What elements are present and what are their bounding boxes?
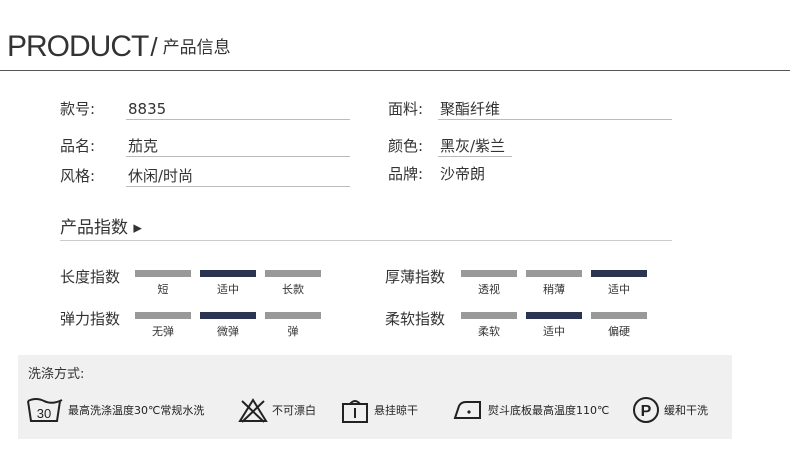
field-value: 聚酯纤维 (438, 99, 672, 120)
metric-bar (591, 312, 647, 319)
brand-slash: / (150, 32, 157, 62)
care-text: 缓和干洗 (664, 404, 708, 417)
field-value: 茄克 (126, 136, 350, 157)
field-color: 颜色: 黑灰/紫兰 (388, 136, 672, 157)
metric-option: 长款 (265, 270, 321, 296)
field-style-number: 款号: 8835 (60, 99, 350, 120)
care-text: 熨斗底板最高温度110℃ (488, 404, 610, 417)
metric-option-label: 偏硬 (608, 325, 630, 338)
divider (60, 240, 672, 241)
iron-110-icon (452, 398, 484, 422)
metric-option: 柔软 (461, 312, 517, 338)
metric-bar (135, 312, 191, 319)
metric-option-label: 无弹 (152, 325, 174, 338)
metric-bar (135, 270, 191, 277)
care-item-iron: 熨斗底板最高温度110℃ (452, 395, 609, 425)
field-label: 风格: (60, 167, 96, 185)
hang-dry-icon (340, 396, 370, 424)
metric-option: 短 (135, 270, 191, 296)
metric-option-label: 适中 (217, 283, 239, 296)
metric-option: 弹 (265, 312, 321, 338)
metric-option: 无弹 (135, 312, 191, 338)
metric-bar (461, 270, 517, 277)
header: PRODUCT/ 产品信息 (0, 0, 790, 71)
care-text: 不可漂白 (272, 404, 316, 417)
metric-name: 厚薄指数 (385, 268, 446, 286)
dry-clean-p-icon: P (632, 396, 660, 424)
metric-option: 稍薄 (526, 270, 582, 296)
field-product-name: 品名: 茄克 (60, 136, 350, 157)
metric-name: 柔软指数 (385, 310, 446, 328)
metric-name: 弹力指数 (60, 310, 121, 328)
metric-bar (265, 312, 321, 319)
care-item-dryclean: P 缓和干洗 (632, 395, 708, 425)
metric-bar (265, 270, 321, 277)
page-title: PRODUCT/ 产品信息 (7, 30, 231, 65)
dry-clean-letter: P (641, 403, 652, 420)
care-item-wash: 30 最高洗涤温度30℃常规水洗 (26, 395, 204, 425)
metric-option: 透视 (461, 270, 517, 296)
brand-subtitle: 产品信息 (162, 38, 231, 57)
metric-name: 长度指数 (60, 268, 121, 286)
metric-bar (200, 270, 256, 277)
field-label: 款号: (60, 100, 96, 118)
metric-option-label: 短 (157, 283, 169, 296)
field-value: 8835 (126, 99, 350, 120)
field-value: 黑灰/紫兰 (438, 136, 512, 157)
field-brand: 品牌: 沙帝朗 (388, 164, 672, 184)
metric-option-label: 适中 (608, 283, 630, 296)
metric-bar (526, 270, 582, 277)
metric-option-label: 透视 (478, 283, 500, 296)
metric-option: 适中 (200, 270, 256, 296)
metric-option: 微弹 (200, 312, 256, 338)
brand-text: PRODUCT (7, 30, 149, 63)
metric-option-label: 长款 (282, 283, 304, 296)
metric-bar (200, 312, 256, 319)
field-label: 颜色: (388, 137, 424, 155)
metric-bar (461, 312, 517, 319)
care-text: 最高洗涤温度30℃常规水洗 (68, 404, 205, 417)
index-section-title: 产品指数 ▸ (60, 218, 142, 238)
metric-option-label: 弹 (287, 325, 299, 338)
care-text: 悬挂晾干 (374, 404, 418, 417)
care-item-bleach: 不可漂白 (238, 395, 316, 425)
field-label: 品名: (60, 137, 96, 155)
no-bleach-icon (238, 397, 268, 423)
field-style: 风格: 休闲/时尚 (60, 166, 350, 187)
wash-temp-text: 30 (37, 406, 51, 421)
field-value: 休闲/时尚 (126, 166, 350, 187)
metric-bar (526, 312, 582, 319)
metric-option: 偏硬 (591, 312, 647, 338)
metric-bar (591, 270, 647, 277)
metric-option-label: 适中 (543, 325, 565, 338)
metric-option-label: 柔软 (478, 325, 500, 338)
washing-title: 洗涤方式: (28, 367, 85, 382)
washing-panel: 洗涤方式: 30 最高洗涤温度30℃常规水洗 不可漂白 (18, 355, 732, 439)
wash-30-icon: 30 (26, 397, 64, 423)
field-fabric: 面料: 聚酯纤维 (388, 99, 672, 120)
field-value: 沙帝朗 (440, 165, 486, 183)
metric-option: 适中 (526, 312, 582, 338)
field-label: 面料: (388, 100, 424, 118)
metric-option: 适中 (591, 270, 647, 296)
metric-option-label: 微弹 (217, 325, 239, 338)
field-label: 品牌: (388, 165, 424, 183)
metric-option-label: 稍薄 (543, 283, 565, 296)
care-item-dry: 悬挂晾干 (340, 395, 418, 425)
